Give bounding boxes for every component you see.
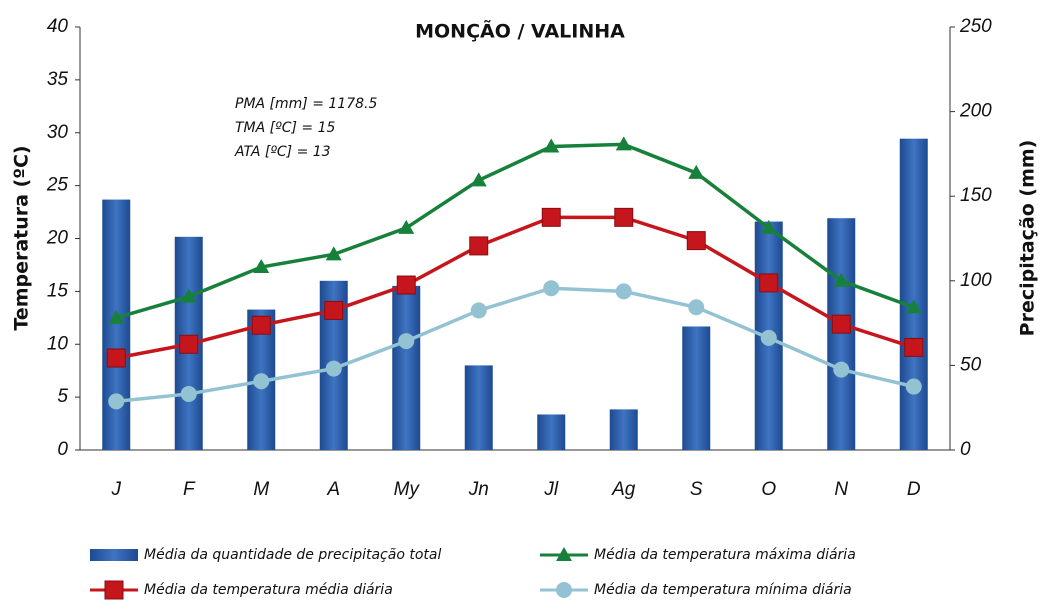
point (686, 231, 706, 251)
point (179, 334, 199, 354)
y-tick-label: 5 (57, 386, 68, 407)
annotation: ATA [ºC] = 13 (234, 144, 331, 160)
x-tick-label: Jl (543, 479, 559, 500)
y-tick-label: 30 (47, 122, 69, 143)
x-tick-label: F (183, 479, 196, 500)
point (324, 300, 344, 320)
point (325, 360, 342, 377)
x-tick-label: A (326, 479, 340, 500)
line (116, 286, 915, 404)
legend-label: Média da temperatura mínima diária (594, 582, 852, 598)
point (253, 259, 270, 274)
point (614, 207, 634, 227)
bar (682, 326, 711, 450)
x-tick-label: Jn (468, 479, 489, 500)
y2-tick-label: 200 (959, 101, 992, 122)
y-tick-label: 25 (46, 175, 69, 196)
legend-label: Média da temperatura máxima diária (594, 547, 856, 563)
annotation: PMA [mm] = 1178.5 (235, 96, 377, 112)
y2-tick-label: 100 (960, 270, 992, 291)
point (469, 236, 489, 256)
point (398, 219, 415, 234)
point (905, 378, 922, 395)
x-tick-label: D (907, 479, 921, 500)
point (759, 273, 779, 293)
bar (537, 414, 566, 450)
point (180, 288, 197, 303)
point (760, 219, 777, 234)
line (115, 142, 915, 320)
point (688, 299, 705, 316)
bar (827, 218, 856, 450)
point (615, 283, 632, 300)
x-tick-label: S (690, 479, 703, 500)
x-tick-label: N (834, 479, 848, 500)
chart-title: MONÇÃO / VALINHA (415, 19, 625, 43)
point (325, 246, 342, 261)
point (396, 275, 416, 295)
x-tick-label: O (761, 479, 776, 500)
x-tick-label: Ag (611, 479, 636, 500)
x-tick-label: M (253, 479, 269, 500)
point (398, 333, 415, 350)
point (251, 315, 271, 335)
legend-marker (104, 580, 124, 600)
point (108, 393, 125, 410)
point (833, 272, 850, 287)
y-tick-label: 35 (47, 69, 69, 90)
point (543, 280, 560, 297)
point (108, 309, 125, 324)
y-tick-label: 0 (57, 439, 68, 460)
point (833, 361, 850, 378)
bar (392, 285, 421, 450)
bar (102, 199, 131, 450)
y2-tick-label: 250 (959, 16, 992, 37)
y2-tick-label: 50 (960, 354, 982, 375)
point (831, 314, 851, 334)
bar (464, 365, 493, 450)
y-tick-label: 40 (47, 16, 69, 37)
point (904, 337, 924, 357)
point (615, 136, 632, 151)
point (905, 299, 922, 314)
line (115, 215, 915, 360)
x-tick-label: J (111, 479, 122, 500)
point (760, 329, 777, 346)
y2-tick-label: 0 (960, 439, 971, 460)
legend-label: Média da temperatura média diária (144, 582, 393, 598)
point (470, 172, 487, 187)
legend-marker (556, 582, 572, 598)
y-axis-label: Temperatura (ºC) (11, 145, 33, 330)
legend-label: Média da quantidade de precipitação tota… (144, 547, 441, 563)
y2-tick-label: 150 (960, 185, 992, 206)
point (541, 207, 561, 227)
annotation: TMA [ºC] = 15 (235, 120, 335, 136)
bar (609, 409, 638, 450)
y-tick-label: 20 (46, 228, 69, 249)
bar (899, 138, 928, 450)
y2-axis-label: Precipitação (mm) (1017, 140, 1039, 337)
point (688, 164, 705, 179)
point (106, 348, 126, 368)
point (180, 385, 197, 402)
y-tick-label: 10 (47, 333, 69, 354)
point (470, 302, 487, 319)
legend-marker (556, 547, 572, 561)
point (253, 373, 270, 390)
x-tick-label: My (394, 479, 421, 500)
y-tick-label: 15 (47, 280, 69, 301)
point (543, 138, 560, 153)
legend-swatch (90, 549, 138, 561)
